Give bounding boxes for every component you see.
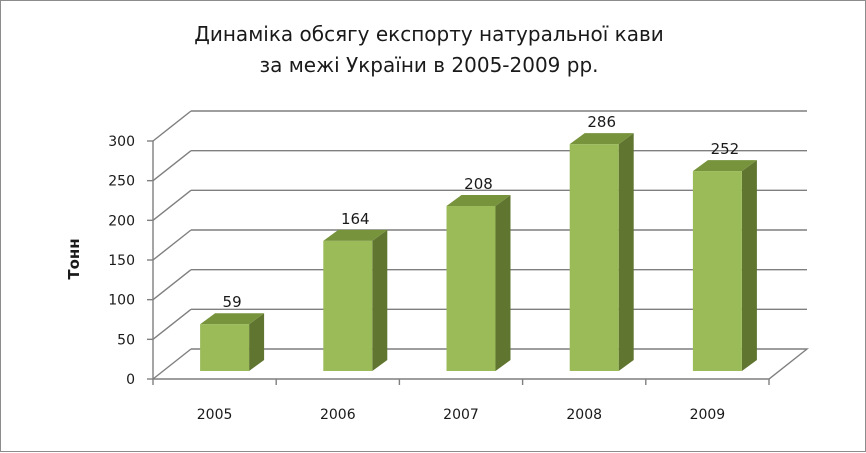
gridline-side-0 — [152, 348, 192, 380]
y-tick-labels: 0 50 100 150 200 250 300 — [108, 134, 135, 388]
bars — [200, 133, 757, 371]
y-tick-label-200: 200 — [108, 213, 135, 229]
chart-title-line-1: Динаміка обсягу експорту натуральної кав… — [194, 22, 664, 46]
bar-top-2007 — [446, 194, 511, 206]
bar-2006 — [323, 240, 373, 371]
y-tick-label-300: 300 — [108, 134, 135, 150]
gridline-side-100 — [152, 269, 192, 301]
bar-2007 — [446, 205, 496, 371]
gridline-side-200 — [152, 189, 192, 221]
gridline-side-300 — [152, 110, 192, 142]
x-tick-label-2005: 2005 — [197, 407, 233, 423]
x-tick-label-2008: 2008 — [566, 407, 602, 423]
bar-side-2007 — [495, 194, 511, 371]
gridline-side-150 — [152, 229, 192, 261]
y-tick-label-50: 50 — [117, 332, 135, 348]
bar-top-2009 — [692, 160, 757, 172]
data-label-2005: 59 — [223, 293, 242, 311]
x-tick-label-2007: 2007 — [443, 407, 479, 423]
data-label-2006: 164 — [341, 210, 370, 228]
data-label-2009: 252 — [711, 140, 740, 158]
y-tick-label-100: 100 — [108, 293, 135, 309]
x-tick-label-2009: 2009 — [690, 407, 726, 423]
bar-side-2009 — [741, 160, 757, 371]
gridline-side-250 — [152, 150, 192, 182]
data-label-2008: 286 — [587, 113, 616, 131]
bar-2005 — [200, 324, 250, 371]
bar-side-2005 — [249, 313, 265, 371]
bar-top-2006 — [323, 229, 388, 241]
y-axis-title: Тонн — [65, 238, 83, 279]
x-tick-label-2006: 2006 — [320, 407, 356, 423]
y-tick-label-250: 250 — [108, 174, 135, 190]
bar-side-2006 — [372, 229, 388, 371]
data-label-2007: 208 — [464, 175, 493, 193]
bar-top-2008 — [569, 133, 634, 145]
bar-2009 — [692, 171, 742, 371]
y-tick-label-0: 0 — [126, 372, 135, 388]
gridline-side-50 — [152, 308, 192, 340]
chart-title: Динаміка обсягу експорту натуральної кав… — [194, 22, 664, 77]
chart-title-line-2: за межі України в 2005-2009 рр. — [259, 53, 598, 77]
bar-2008 — [569, 144, 619, 371]
data-labels: 59 164 208 286 252 — [223, 113, 740, 311]
bar-top-2005 — [200, 313, 265, 325]
bar-side-2008 — [618, 133, 634, 371]
x-tick-labels: 2005 2006 2007 2008 2009 — [197, 407, 725, 423]
y-tick-label-150: 150 — [108, 253, 135, 269]
